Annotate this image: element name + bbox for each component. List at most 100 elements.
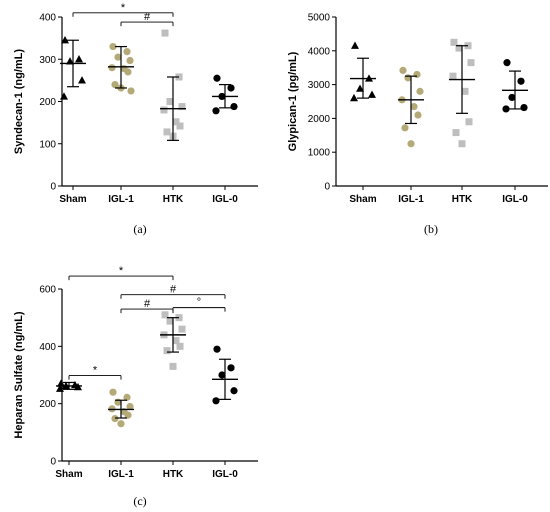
y-tick-label: 400 — [39, 13, 56, 24]
series-htk — [160, 29, 186, 141]
chart-panel-0: 0 100 200 300 400 Syndecan-1 (ng/mL) Sham IGL-1… — [13, 2, 258, 236]
data-point-circle — [508, 93, 516, 102]
data-point-circle — [124, 411, 132, 419]
x-category-label: Sham — [59, 194, 86, 205]
data-point-square — [176, 122, 184, 130]
series-htk — [160, 311, 186, 370]
data-point-circle — [123, 48, 131, 56]
data-point-square — [458, 140, 466, 148]
data-point-circle — [127, 87, 135, 95]
data-point-circle — [111, 81, 119, 89]
series-igl-0 — [502, 59, 528, 113]
data-point-circle — [502, 105, 510, 113]
y-axis-title: Syndecan-1 (ng/mL) — [13, 49, 25, 154]
data-point-triangle — [75, 55, 83, 63]
significance-label: # — [144, 11, 151, 23]
x-category-label: HTK — [163, 194, 184, 205]
significance-bracket: # — [120, 298, 174, 314]
data-point-circle — [401, 124, 409, 132]
data-point-circle — [416, 87, 424, 95]
data-point-circle — [230, 387, 238, 395]
series-sham — [56, 379, 82, 392]
data-point-circle — [123, 393, 131, 401]
x-category-label: IGL-1 — [398, 194, 424, 205]
y-tick-label: 600 — [39, 285, 56, 296]
data-point-circle — [126, 56, 134, 65]
significance-bracket: * — [68, 365, 122, 380]
data-point-circle — [126, 402, 134, 411]
significance-bracket: # — [120, 11, 174, 27]
data-point-circle — [109, 388, 117, 396]
significance-label: # — [170, 284, 177, 296]
data-point-square — [461, 87, 469, 95]
significance-bracket: ° — [172, 297, 226, 312]
data-point-square — [176, 342, 184, 350]
panel-label: (c) — [133, 494, 146, 508]
data-point-circle — [109, 42, 117, 51]
series-sham — [60, 36, 86, 100]
x-category-label: IGL-0 — [502, 194, 528, 205]
y-tick-label: 0 — [324, 182, 330, 193]
x-category-label: IGL-0 — [212, 194, 238, 205]
y-tick-label: 4000 — [308, 46, 331, 57]
data-point-square — [166, 317, 174, 325]
data-point-circle — [517, 77, 525, 85]
data-point-square — [455, 44, 463, 52]
data-point-circle — [212, 107, 220, 115]
data-point-triangle — [56, 384, 64, 392]
chart-panel-1: 0 1000 2000 3000 4000 5000 Glypican-1 (pg/mL) S… — [287, 13, 548, 236]
data-point-circle — [108, 64, 116, 72]
y-tick-label: 100 — [39, 139, 56, 150]
series-htk — [449, 38, 475, 148]
series-sham — [350, 41, 376, 102]
x-category-label: HTK — [163, 469, 184, 480]
data-point-square — [161, 311, 169, 319]
data-point-square — [450, 38, 458, 46]
data-point-circle — [414, 111, 422, 119]
chart-panel-2: 0 200 400 600 Heparan Sulfate (ng/mL) Sham IGL… — [13, 265, 258, 508]
data-point-circle — [227, 364, 235, 372]
data-point-square — [467, 59, 475, 67]
data-point-square — [166, 98, 174, 105]
data-point-square — [163, 128, 171, 136]
panel-label: (a) — [133, 222, 146, 236]
y-tick-label: 1000 — [308, 148, 331, 159]
significance-bracket: # — [120, 284, 226, 299]
data-point-square — [452, 129, 460, 137]
data-point-circle — [407, 140, 415, 148]
data-point-circle — [218, 371, 226, 379]
data-point-circle — [213, 345, 221, 353]
data-point-circle — [230, 102, 238, 111]
data-point-square — [178, 103, 186, 111]
data-point-triangle — [57, 379, 65, 387]
data-point-circle — [117, 420, 125, 428]
y-axis-title: Heparan Sulfate (ng/mL) — [13, 311, 25, 438]
y-axis-title: Glypican-1 (pg/mL) — [287, 51, 299, 151]
significance-label: * — [121, 2, 126, 14]
series-igl-1 — [108, 388, 134, 428]
x-category-label: Sham — [349, 194, 376, 205]
data-point-triangle — [368, 90, 376, 98]
data-point-triangle — [60, 92, 68, 100]
significance-label: # — [144, 298, 151, 310]
data-point-square — [163, 347, 171, 355]
data-point-square — [449, 72, 457, 80]
significance-label: * — [119, 265, 124, 277]
y-tick-label: 0 — [50, 182, 56, 193]
data-point-triangle — [66, 57, 74, 65]
y-tick-label: 0 — [50, 457, 56, 468]
data-point-square — [172, 337, 180, 345]
data-point-circle — [114, 53, 122, 61]
data-point-triangle — [356, 84, 364, 92]
y-tick-label: 200 — [39, 97, 56, 108]
significance-label: ° — [197, 297, 201, 309]
data-point-circle — [212, 397, 220, 405]
x-category-label: IGL-1 — [108, 194, 134, 205]
data-point-circle — [213, 74, 221, 82]
series-igl-1 — [398, 66, 424, 148]
data-point-circle — [124, 68, 132, 76]
data-point-triangle — [350, 93, 358, 102]
data-point-circle — [399, 66, 407, 75]
x-category-label: IGL-0 — [212, 469, 238, 480]
data-point-circle — [503, 59, 511, 67]
